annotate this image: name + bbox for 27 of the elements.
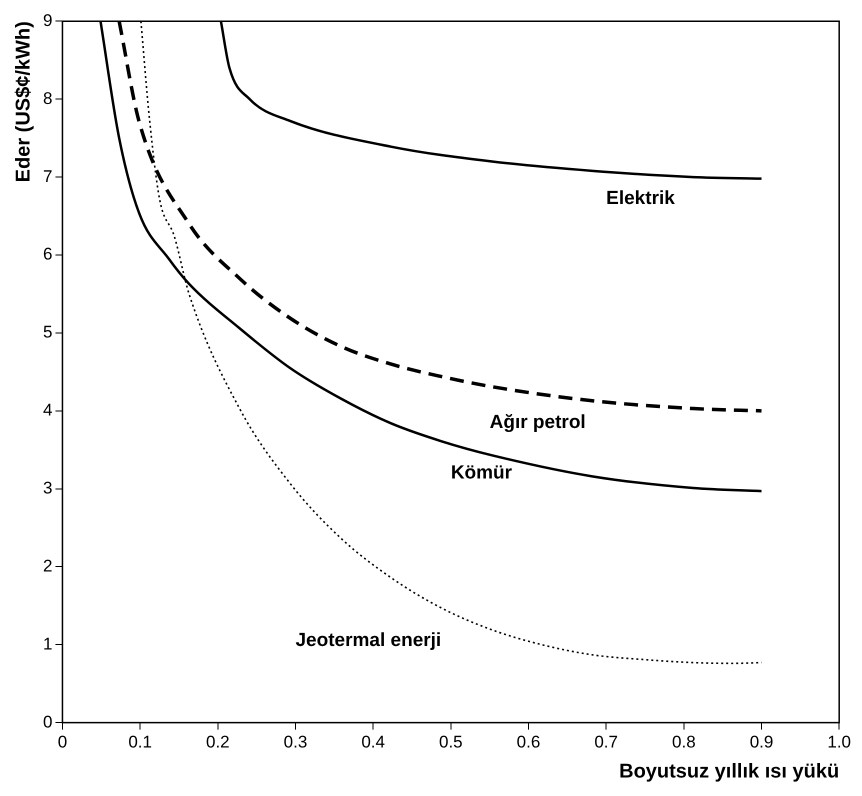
- x-tick-label: 0.5: [439, 732, 463, 752]
- x-tick-label: 0.2: [206, 732, 230, 752]
- y-tick-label: 8: [42, 88, 52, 108]
- x-tick-label: 0.3: [284, 732, 308, 752]
- x-tick-label: 0.1: [128, 732, 152, 752]
- y-tick-label: 3: [42, 478, 52, 498]
- y-tick-label: 6: [42, 244, 52, 264]
- series-label: Ağır petrol: [490, 412, 586, 433]
- series-label: Jeotermal enerji: [295, 630, 442, 652]
- series-label: Kömür: [450, 462, 513, 484]
- y-tick-label: 4: [42, 400, 52, 420]
- x-tick-label: 0.6: [516, 732, 540, 752]
- series-label: Elektrik: [606, 188, 676, 210]
- y-tick-label: 5: [42, 322, 52, 342]
- x-tick-label: 0.8: [672, 732, 696, 752]
- y-tick-label: 9: [42, 10, 52, 30]
- x-tick-label: 0: [58, 732, 68, 752]
- y-tick-label: 2: [42, 556, 52, 576]
- y-tick-label: 0: [42, 712, 52, 732]
- x-tick-label: 0.4: [361, 732, 385, 752]
- x-axis-title: Boyutsuz yıllık ısı yükü: [619, 760, 840, 783]
- x-tick-label: 1.0: [827, 732, 852, 752]
- x-tick-label: 0.9: [750, 732, 774, 752]
- y-axis-title: Eder (US$¢/kWh): [12, 21, 35, 182]
- y-tick-label: 7: [42, 166, 52, 186]
- y-tick-label: 1: [42, 634, 52, 654]
- x-tick-label: 0.7: [594, 732, 618, 752]
